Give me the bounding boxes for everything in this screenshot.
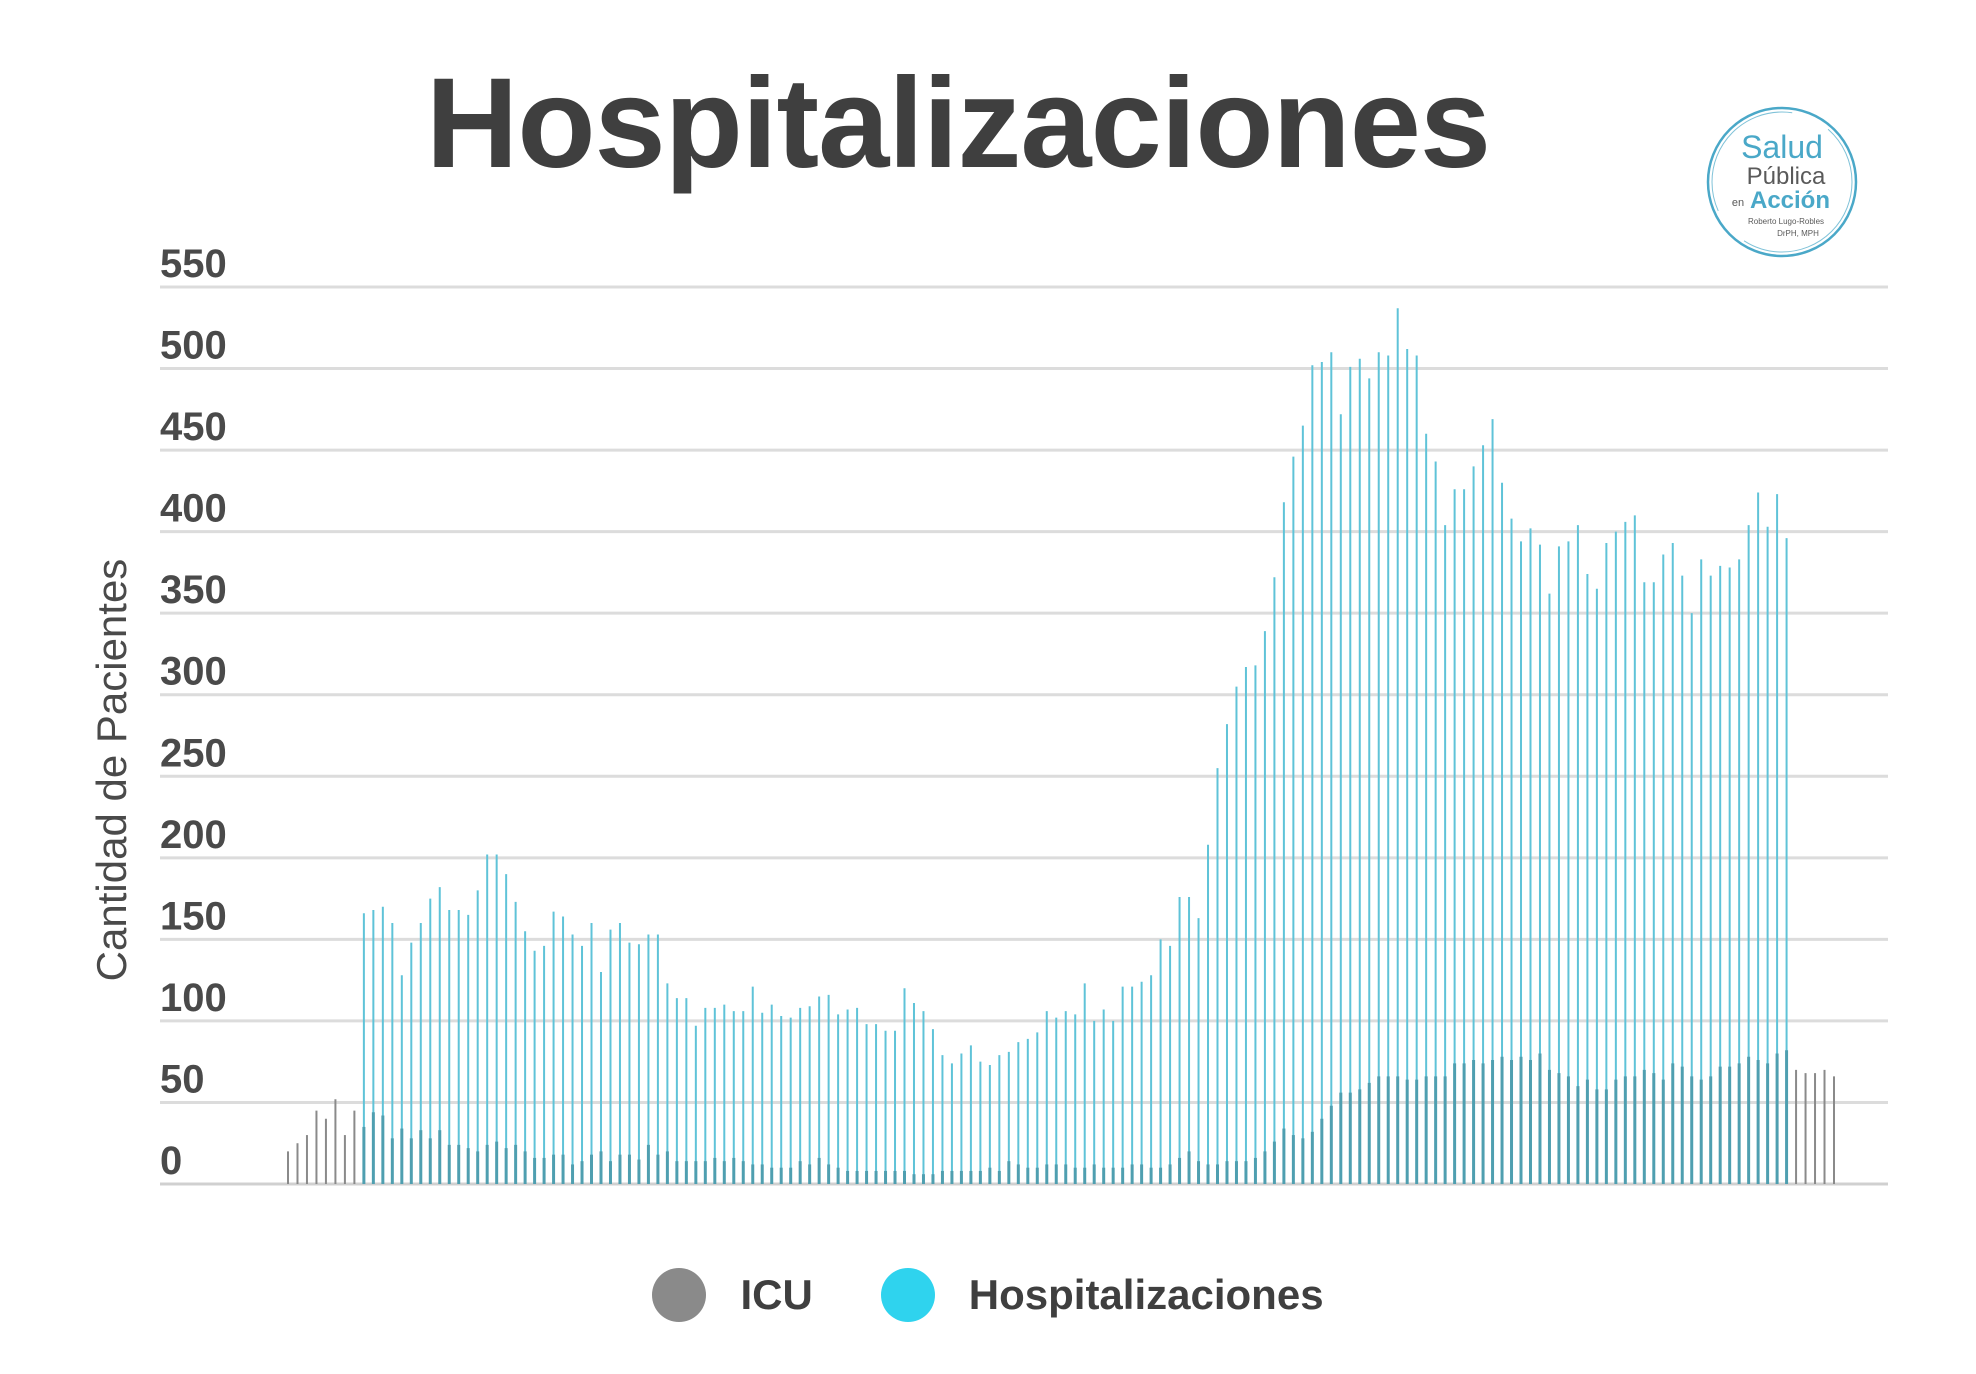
logo-credentials: DrPH, MPH (1777, 229, 1819, 238)
y-tick-label-150: 150 (160, 894, 227, 938)
y-axis-ticks: 0 50 100 150 200 250 300 350 400 450 500 550 (160, 242, 227, 1183)
y-tick-label-0: 0 (160, 1139, 182, 1183)
chart-title: Hospitalizaciones (425, 52, 1491, 195)
hospitalizaciones-bars (362, 308, 1788, 1184)
logo-line2: Pública (1747, 163, 1826, 190)
legend-swatch-hospitalizaciones-icon (880, 1268, 935, 1322)
legend-item-icu: ICU (652, 1268, 813, 1322)
chart-legend: ICU Hospitalizaciones (0, 1268, 1976, 1322)
logo-line1: Salud (1741, 129, 1823, 165)
logo-ring-inner-icon (1711, 111, 1853, 253)
logo-line3-small: en (1732, 197, 1744, 209)
y-tick-label-100: 100 (160, 976, 227, 1020)
y-tick-label-400: 400 (160, 487, 227, 531)
salud-publica-logo: Salud Pública en Acción Roberto Lugo-Rob… (1706, 106, 1858, 258)
legend-label-hospitalizaciones: Hospitalizaciones (968, 1271, 1324, 1318)
y-tick-label-350: 350 (160, 568, 227, 612)
logo-author: Roberto Lugo-Robles (1748, 217, 1824, 226)
icu-bars (287, 1050, 1835, 1184)
legend-label-icu: ICU (740, 1271, 813, 1318)
y-tick-label-500: 500 (160, 324, 227, 368)
y-tick-label-450: 450 (160, 405, 227, 449)
grid-lines (160, 285, 1888, 1186)
y-axis-label: Cantidad de Pacientes (88, 559, 135, 982)
logo-line3: Acción (1750, 187, 1830, 214)
logo-ring-icon (1706, 106, 1858, 258)
y-tick-label-300: 300 (160, 650, 227, 694)
y-tick-label-200: 200 (160, 813, 227, 857)
legend-swatch-icu-icon (652, 1268, 707, 1322)
y-tick-label-550: 550 (160, 242, 227, 286)
y-tick-label-250: 250 (160, 731, 227, 775)
legend-item-hospitalizaciones: Hospitalizaciones (880, 1268, 1324, 1322)
y-tick-label-50: 50 (160, 1057, 205, 1101)
